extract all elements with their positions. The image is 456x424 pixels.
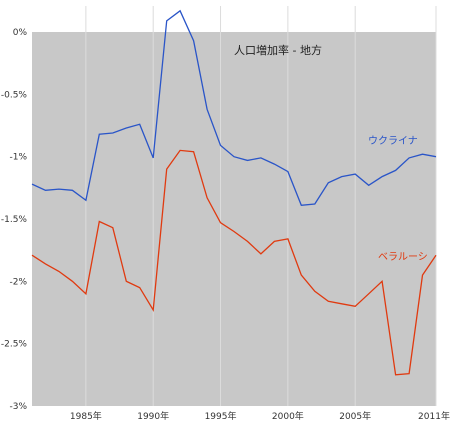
y-tick-label: -1.5% bbox=[1, 215, 28, 225]
plot-region-positive bbox=[32, 6, 436, 32]
series-lines bbox=[31, 9, 437, 376]
y-tick-label: -3% bbox=[9, 402, 27, 412]
y-tick-label: -2.5% bbox=[1, 340, 28, 350]
grid-lines bbox=[32, 6, 437, 406]
y-tick-label: -2% bbox=[9, 277, 27, 287]
series-line-1 bbox=[31, 149, 437, 376]
x-tick-label: 2000年 bbox=[272, 410, 304, 422]
series-label-ukraine: ウクライナ bbox=[368, 135, 418, 147]
x-tick-label: 2011年 bbox=[418, 410, 450, 422]
x-tick-label: 1995年 bbox=[205, 410, 237, 422]
series-label-belarus: ベラルーシ bbox=[378, 251, 428, 263]
x-tick-label: 1985年 bbox=[70, 410, 102, 422]
x-axis-ticks: 1985年 1990年 1995年 2000年 2005年 2011年 bbox=[70, 410, 450, 422]
plot-background bbox=[32, 6, 436, 406]
y-tick-label: 0% bbox=[13, 28, 28, 38]
x-tick-label: 1990年 bbox=[137, 410, 169, 422]
series-line-0 bbox=[31, 9, 437, 206]
y-tick-label: -1% bbox=[9, 153, 27, 163]
y-axis-ticks: 0% -0.5% -1% -1.5% -2% -2.5% -3% bbox=[1, 28, 28, 412]
y-tick-label: -0.5% bbox=[1, 90, 28, 100]
x-tick-label: 2005年 bbox=[339, 410, 371, 422]
chart-title: 人口増加率 - 地方 bbox=[234, 43, 322, 57]
